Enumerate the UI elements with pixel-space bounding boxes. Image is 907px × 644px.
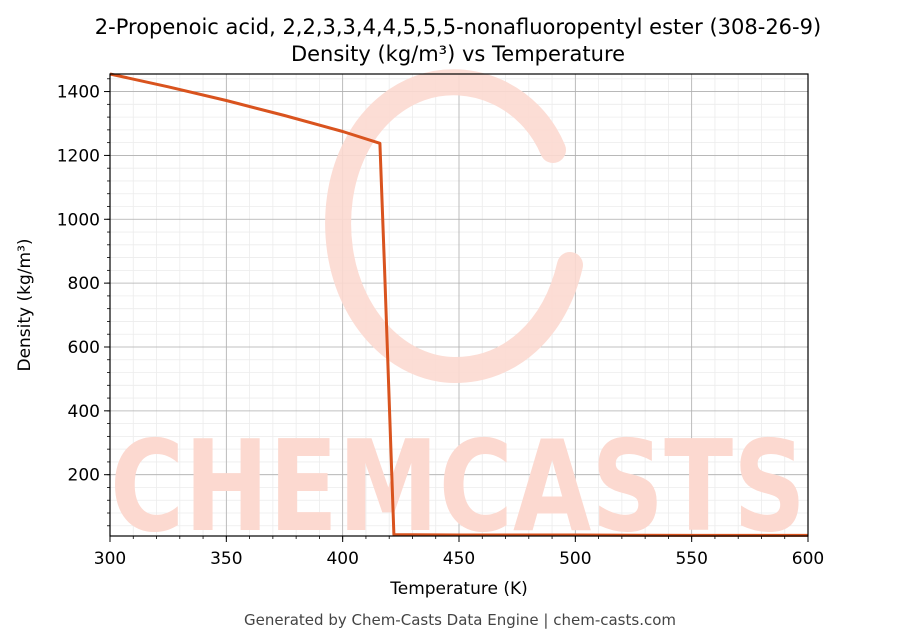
- y-tick-label: 600: [68, 338, 100, 358]
- y-tick-label: 800: [68, 274, 100, 294]
- x-tick-label: 300: [94, 549, 126, 569]
- chart-title: 2-Propenoic acid, 2,2,3,3,4,4,5,5,5-nona…: [95, 15, 821, 39]
- y-tick-label: 1400: [57, 83, 100, 103]
- y-tick-label: 1200: [57, 146, 100, 166]
- x-tick-label: 450: [443, 549, 475, 569]
- y-axis-label: Density (kg/m³): [15, 238, 35, 371]
- x-tick-label: 600: [792, 549, 824, 569]
- watermark-text: CHEMCASTS: [110, 413, 806, 560]
- y-tick-label: 400: [68, 402, 100, 422]
- y-tick-label: 1000: [57, 210, 100, 230]
- x-tick-label: 500: [559, 549, 591, 569]
- x-tick-label: 550: [675, 549, 707, 569]
- y-axis: 200 400 600 800 1000 1200 1400: [57, 78, 110, 527]
- footer-credit: Generated by Chem-Casts Data Engine | ch…: [244, 611, 676, 629]
- series-layer: [109, 72, 808, 537]
- y-tick-label: 200: [68, 466, 100, 486]
- watermark-logo-ring: [325, 69, 583, 384]
- chart-subtitle: Density (kg/m³) vs Temperature: [291, 42, 625, 66]
- x-tick-label: 350: [210, 549, 242, 569]
- x-tick-label: 400: [326, 549, 358, 569]
- x-axis-label: Temperature (K): [389, 579, 528, 599]
- major-grid: [109, 74, 809, 536]
- x-axis: 300 350 400 450 500 550 600: [94, 536, 824, 569]
- series-line-0: [109, 72, 808, 537]
